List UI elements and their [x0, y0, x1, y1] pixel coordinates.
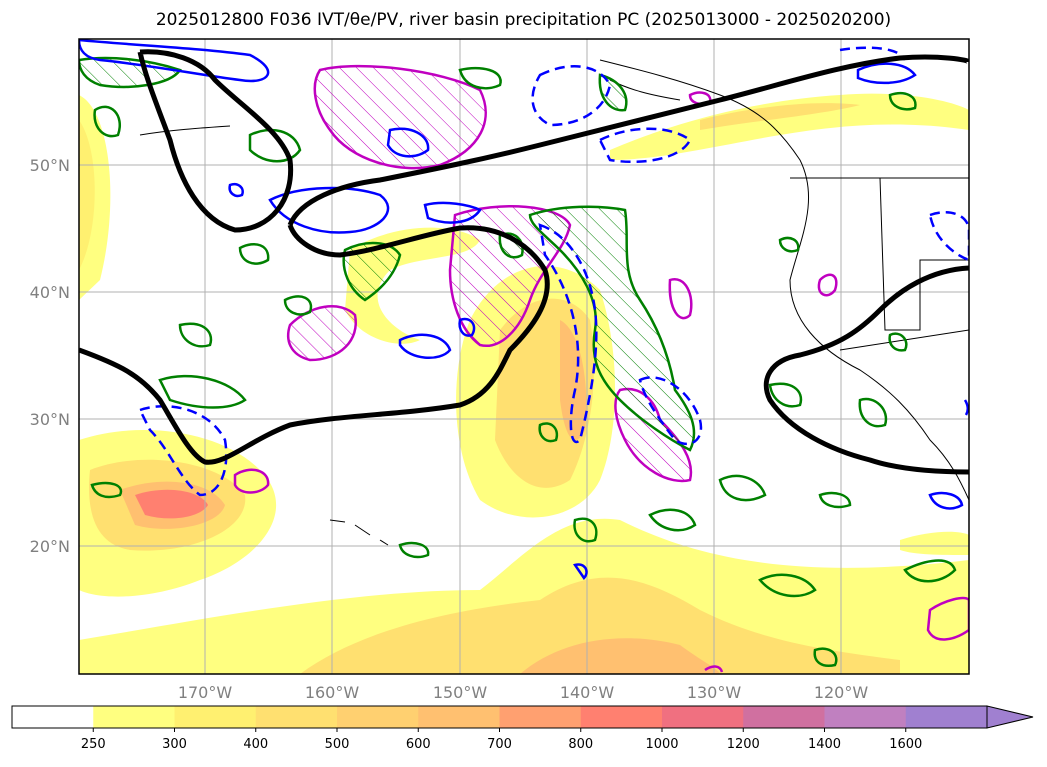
colorbar-cell: [580, 706, 663, 728]
colorbar-cell: [824, 706, 907, 728]
ivt-shading: [79, 93, 969, 674]
colorbar-tick-label: 400: [243, 737, 268, 752]
colorbar-cell: [93, 706, 175, 728]
colorbar-cell: [662, 706, 744, 728]
lon-label: 140°W: [560, 683, 615, 702]
colorbar-tick-label: 300: [162, 737, 187, 752]
colorbar-tick-label: 1200: [727, 737, 760, 752]
colorbar-tick-label: 1400: [808, 737, 841, 752]
lon-labels: 170°W 160°W 150°W 140°W 130°W 120°W: [178, 683, 869, 702]
theta-e-contours: [79, 56, 957, 667]
lon-label: 160°W: [305, 683, 360, 702]
colorbar-cell: [174, 706, 257, 728]
pv-contours-dashed: [138, 46, 969, 497]
colorbar-extend-arrow: [986, 705, 1034, 729]
colorbar-tick-label: 500: [325, 737, 350, 752]
colorbar-cell: [255, 706, 338, 728]
colorbar-tick-label: 250: [81, 737, 106, 752]
colorbar-cell: [743, 706, 825, 728]
lat-label: 40°N: [30, 283, 70, 302]
chart-title: 2025012800 F036 IVT/θe/PV, river basin p…: [155, 10, 892, 30]
colorbar: 250 300 400 500 600 700 800 1000 1200 1400 1600: [11, 705, 1034, 752]
lon-label: 120°W: [814, 683, 869, 702]
lon-label: 150°W: [433, 683, 488, 702]
colorbar-cell: [418, 706, 500, 728]
pv-contours: [79, 39, 969, 580]
colorbar-cells: [12, 706, 988, 728]
colorbar-cell: [905, 706, 988, 728]
colorbar-cell: [337, 706, 419, 728]
colorbar-cell: [499, 706, 582, 728]
colorbar-tick-label: 1600: [889, 737, 922, 752]
lat-label: 20°N: [30, 537, 70, 556]
colorbar-tick-label: 800: [568, 737, 593, 752]
lon-label: 130°W: [687, 683, 742, 702]
jet-contours: [79, 49, 969, 475]
colorbar-tick-label: 700: [487, 737, 512, 752]
colorbar-tick-label: 600: [406, 737, 431, 752]
lat-label: 30°N: [30, 410, 70, 429]
colorbar-ticks: 250 300 400 500 600 700 800 1000 1200 1400 1600: [81, 728, 922, 752]
colorbar-tick-label: 1000: [645, 737, 678, 752]
precip-contours: [233, 64, 969, 673]
lat-labels: 50°N 40°N 30°N 20°N: [30, 156, 70, 556]
map-frame: [78, 38, 970, 675]
colorbar-cell: [12, 706, 94, 728]
lon-label: 170°W: [178, 683, 233, 702]
lat-label: 50°N: [30, 156, 70, 175]
